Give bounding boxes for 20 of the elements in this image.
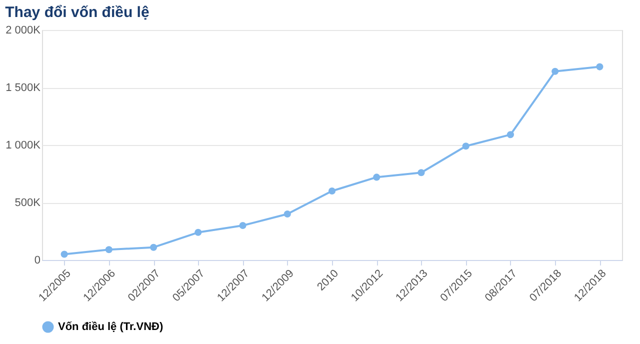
point	[239, 222, 246, 230]
y-tick-label: 1 500K	[6, 82, 42, 94]
point	[194, 228, 202, 236]
y-tick-label: 1 000K	[6, 140, 42, 152]
point	[418, 169, 425, 176]
point	[596, 63, 604, 70]
y-tick-label: 2 000K	[6, 24, 42, 36]
point	[150, 244, 158, 251]
point	[552, 68, 559, 75]
y-tick-label: 500K	[14, 197, 42, 209]
y-tick-label: 0	[34, 254, 40, 266]
chart-title: Thay đổi vốn điều lệ	[5, 4, 150, 21]
point	[328, 187, 336, 195]
point	[373, 174, 380, 181]
point	[105, 246, 112, 254]
point	[462, 142, 470, 150]
legend-label: Vốn điều lệ (Tr.VNĐ)	[58, 321, 164, 333]
point	[506, 131, 514, 138]
point	[60, 250, 68, 258]
point	[284, 210, 291, 218]
